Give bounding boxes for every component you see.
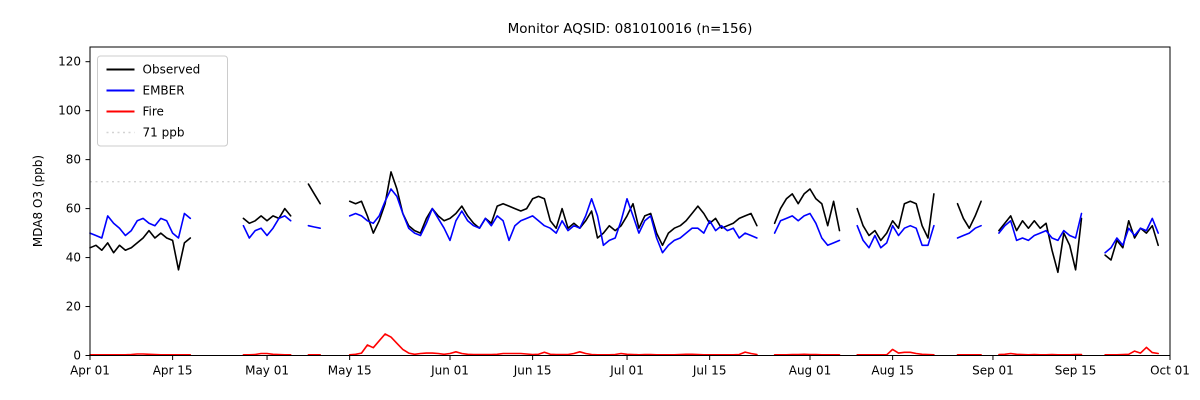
plot-area xyxy=(89,171,1170,356)
legend-label-ember: EMBER xyxy=(143,84,185,98)
series-ember-line xyxy=(773,212,841,247)
x-tick-label: Sep 15 xyxy=(1055,364,1097,378)
x-tick-label: May 01 xyxy=(245,364,289,378)
series-fire-line xyxy=(89,353,192,356)
y-tick-label: 60 xyxy=(66,202,81,216)
series-observed-line xyxy=(89,229,192,271)
plot-frame xyxy=(89,46,1171,356)
x-tick-label: Apr 15 xyxy=(153,364,193,378)
y-tick-label: 40 xyxy=(66,251,81,265)
y-tick-label: 20 xyxy=(66,300,81,314)
y-tick-label: 80 xyxy=(66,153,81,167)
x-tick-label: Oct 01 xyxy=(1150,364,1190,378)
legend-label-observed: Observed xyxy=(143,63,201,77)
series-ember-line xyxy=(956,224,982,239)
x-tick-label: Aug 01 xyxy=(789,364,832,378)
x-tick-label: Jun 01 xyxy=(430,364,469,378)
series-fire-line xyxy=(242,352,292,356)
x-tick-label: Jul 15 xyxy=(692,364,727,378)
series-ember-line xyxy=(242,215,292,239)
series-fire-line xyxy=(998,352,1083,356)
y-tick-label: 0 xyxy=(73,349,81,363)
series-fire-line xyxy=(856,348,935,356)
chart-title: Monitor AQSID: 081010016 (n=156) xyxy=(508,21,753,37)
legend-box xyxy=(97,55,228,147)
series-ember-line xyxy=(89,212,192,239)
series-observed-line xyxy=(998,215,1083,274)
series-fire-line xyxy=(1104,346,1159,356)
x-tick-label: Jul 01 xyxy=(609,364,644,378)
series-observed-line xyxy=(956,200,982,229)
series-observed-line xyxy=(856,193,935,242)
series-observed-line xyxy=(348,171,758,247)
x-tick-label: May 15 xyxy=(328,364,372,378)
series-ember-line xyxy=(998,212,1083,242)
series-fire-line xyxy=(773,353,841,356)
series-fire-line xyxy=(348,333,758,356)
series-observed-line xyxy=(307,183,322,205)
x-tick-label: Aug 15 xyxy=(871,364,914,378)
y-axis-label: MDA8 O3 (ppb) xyxy=(31,155,45,247)
x-tick-label: Apr 01 xyxy=(70,364,110,378)
series-ember-line xyxy=(307,224,322,229)
series-observed-line xyxy=(773,188,841,232)
axes: Apr 01 Apr 15 May 01 May 15 Jun 01 Jun 15 Jul … xyxy=(58,46,1190,378)
legend-label-fire: Fire xyxy=(143,105,164,119)
y-tick-label: 120 xyxy=(58,55,81,69)
series-ember-line xyxy=(1104,217,1159,254)
series-observed-line xyxy=(1104,220,1159,261)
series-ember-line xyxy=(348,188,758,254)
y-tick-label: 100 xyxy=(58,104,81,118)
series-ember-line xyxy=(856,224,935,249)
legend-label-71-ppb: 71 ppb xyxy=(143,126,185,140)
x-tick-label: Sep 01 xyxy=(972,364,1014,378)
series-observed-line xyxy=(242,207,292,225)
x-tick-label: Jun 15 xyxy=(513,364,552,378)
legend: Observed EMBER Fire 71 ppb xyxy=(97,55,228,147)
